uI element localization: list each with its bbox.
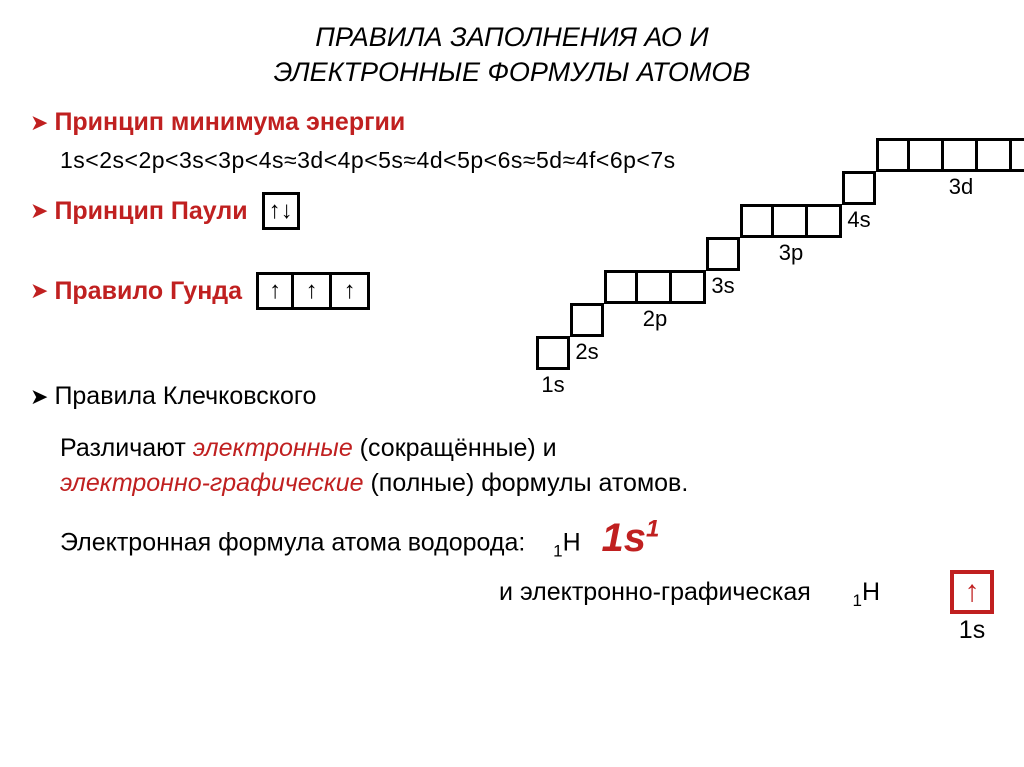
- hydrogen-graphic-row: и электронно-графическая 1H ↑ 1s: [60, 570, 994, 645]
- ladder-box: [604, 270, 638, 304]
- ladder-group-3d: 3d: [876, 138, 1024, 200]
- ladder-box: [876, 138, 910, 172]
- ladder-label: 1s: [541, 372, 564, 398]
- orbital-ladder-diagram: 1s2s2p3s3p4s3d: [404, 172, 1004, 372]
- ladder-group-4s: 4s: [842, 171, 876, 233]
- red-orbital-box: ↑: [950, 570, 994, 614]
- orbital-box: ↑: [294, 272, 332, 310]
- orbital-box: ↑: [332, 272, 370, 310]
- ladder-label: 3s: [711, 273, 734, 299]
- ladder-boxes: [842, 171, 876, 205]
- ladder-boxes: [740, 204, 842, 238]
- ladder-group-2p: 2p: [604, 270, 706, 332]
- desc-electronic-graphic: электронно-графические: [60, 469, 364, 497]
- ladder-label: 2s: [575, 339, 598, 365]
- desc-text: Различают: [60, 434, 193, 462]
- desc-electronic: электронные: [193, 434, 353, 462]
- atomic-number: 1: [553, 542, 562, 561]
- orbital-box: ↑↓: [262, 192, 300, 230]
- ladder-box: [638, 270, 672, 304]
- principles-and-ladder: ➤ Принцип Паули ↑↓ ➤ Правило Гунда ↑ ↑ ↑…: [30, 192, 994, 372]
- principle-min: Принцип минимума энергии: [54, 108, 405, 137]
- ladder-box: [944, 138, 978, 172]
- element-symbol: H: [563, 529, 581, 557]
- ladder-box: [740, 204, 774, 238]
- ladder-box: [536, 336, 570, 370]
- formula-types-description: Различают электронные (сокращённые) и эл…: [60, 431, 964, 501]
- electron-config: 1s1: [602, 516, 660, 560]
- ladder-label: 3d: [949, 174, 973, 200]
- principle-klechkovsky: Правила Клечковского: [54, 382, 316, 411]
- ladder-box: [774, 204, 808, 238]
- title-line-2: ЭЛЕКТРОННЫЕ ФОРМУЛЫ АТОМОВ: [274, 57, 751, 87]
- ladder-group-1s: 1s: [536, 336, 570, 398]
- ladder-label: 3p: [779, 240, 803, 266]
- chevron-icon: ➤: [30, 110, 48, 136]
- ladder-box: [978, 138, 1012, 172]
- ladder-box: [672, 270, 706, 304]
- ladder-boxes: [604, 270, 706, 304]
- ladder-boxes: [536, 336, 570, 370]
- hydrogen-formula-line: Электронная формула атома водорода: 1H 1…: [60, 515, 964, 561]
- chevron-icon: ➤: [30, 198, 48, 224]
- page-title: ПРАВИЛА ЗАПОЛНЕНИЯ АО И ЭЛЕКТРОННЫЕ ФОРМ…: [30, 20, 994, 90]
- graphic-label: и электронно-графическая: [499, 578, 811, 606]
- principle-hund-row: ➤ Правило Гунда ↑ ↑ ↑: [30, 272, 370, 310]
- ladder-label: 2p: [643, 306, 667, 332]
- ladder-boxes: [876, 138, 1024, 172]
- ladder-boxes: [706, 237, 740, 271]
- pauli-orbital-box: ↑↓: [262, 192, 300, 230]
- atomic-number: 1: [852, 591, 861, 610]
- principle-hund: Правило Гунда: [54, 277, 242, 306]
- ladder-box: [842, 171, 876, 205]
- principle-pauli: Принцип Паули: [54, 197, 247, 226]
- ladder-box: [910, 138, 944, 172]
- ladder-label: 4s: [847, 207, 870, 233]
- orbital-order-sequence: 1s<2s<2p<3s<3p<4s≈3d<4p<5s≈4d<5p<6s≈5d≈4…: [60, 147, 994, 174]
- chevron-icon: ➤: [30, 384, 48, 410]
- element-symbol: H: [862, 578, 880, 606]
- graphic-label-block: и электронно-графическая 1H: [60, 570, 910, 611]
- ladder-group-3s: 3s: [706, 237, 740, 299]
- ladder-group-3p: 3p: [740, 204, 842, 266]
- principle-pauli-row: ➤ Принцип Паули ↑↓: [30, 192, 300, 230]
- red-box-label: 1s: [959, 616, 985, 645]
- desc-text: (полные) формулы атомов.: [364, 469, 689, 497]
- principle-klechkovsky-row: ➤ Правила Клечковского: [30, 382, 994, 411]
- hydrogen-orbital-box: ↑ 1s: [950, 570, 994, 645]
- principle-min-row: ➤ Принцип минимума энергии: [30, 108, 994, 137]
- desc-text: (сокращённые) и: [353, 434, 557, 462]
- up-arrow-icon: ↑: [965, 575, 980, 609]
- chevron-icon: ➤: [30, 278, 48, 304]
- ladder-box: [570, 303, 604, 337]
- orbital-box: ↑: [256, 272, 294, 310]
- formula-label: Электронная формула атома водорода:: [60, 529, 525, 557]
- ladder-box: [706, 237, 740, 271]
- ladder-box: [1012, 138, 1024, 172]
- ladder-boxes: [570, 303, 604, 337]
- hund-orbital-boxes: ↑ ↑ ↑: [256, 272, 370, 310]
- ladder-group-2s: 2s: [570, 303, 604, 365]
- title-line-1: ПРАВИЛА ЗАПОЛНЕНИЯ АО И: [315, 22, 709, 52]
- ladder-box: [808, 204, 842, 238]
